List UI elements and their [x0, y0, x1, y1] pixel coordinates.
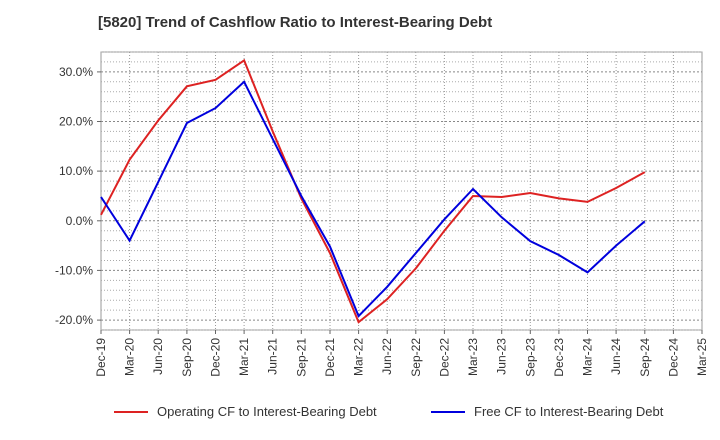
legend-item-free-cf: Free CF to Interest-Bearing Debt — [431, 404, 663, 419]
legend: Operating CF to Interest-Bearing Debt Fr… — [0, 404, 720, 426]
x-tick-label: Jun-20 — [151, 338, 165, 375]
x-tick-label: Sep-22 — [409, 338, 423, 377]
axis-ticks: -20.0% -10.0% 0.0% 10.0% 20.0% 30.0% Dec-19 Mar… — [55, 65, 709, 377]
x-tick-label: Jun-21 — [266, 338, 280, 375]
x-tick-label: Jun-23 — [495, 338, 509, 375]
x-tick-label: Mar-24 — [581, 338, 595, 376]
x-tick-label: Sep-20 — [180, 338, 194, 377]
y-tick-label: 10.0% — [59, 164, 93, 178]
chart-title: [5820] Trend of Cashflow Ratio to Intere… — [98, 14, 493, 31]
x-tick-label: Dec-19 — [94, 338, 108, 377]
legend-swatch-operating-cf — [114, 410, 148, 413]
y-tick-label: 0.0% — [66, 214, 94, 228]
x-tick-label: Dec-20 — [209, 338, 223, 377]
grid — [101, 51, 702, 331]
x-tick-label: Sep-21 — [294, 338, 308, 377]
x-tick-label: Sep-24 — [638, 338, 652, 377]
y-tick-label: -10.0% — [55, 263, 93, 277]
series-line-free-cf — [100, 80, 646, 318]
legend-label-operating-cf: Operating CF to Interest-Bearing Debt — [157, 404, 377, 419]
y-tick-label: 30.0% — [59, 65, 93, 79]
x-tick-label: Mar-23 — [466, 338, 480, 376]
legend-label-free-cf: Free CF to Interest-Bearing Debt — [474, 404, 664, 419]
x-tick-label: Dec-21 — [323, 338, 337, 377]
y-tick-label: -20.0% — [55, 313, 93, 327]
legend-swatch-free-cf — [431, 410, 465, 413]
x-tick-label: Mar-21 — [237, 338, 251, 376]
y-tick-label: 20.0% — [59, 115, 93, 129]
x-tick-label: Dec-22 — [437, 338, 451, 377]
x-tick-label: Dec-24 — [666, 338, 680, 377]
x-tick-label: Dec-23 — [552, 338, 566, 377]
x-tick-label: Jun-24 — [609, 338, 623, 375]
series-line-operating-cf — [100, 58, 646, 324]
x-tick-label: Mar-20 — [123, 338, 137, 376]
x-tick-label: Mar-25 — [695, 338, 709, 376]
series-lines — [100, 58, 646, 324]
x-tick-label: Mar-22 — [352, 338, 366, 376]
legend-item-operating-cf: Operating CF to Interest-Bearing Debt — [114, 404, 377, 419]
x-tick-label: Sep-23 — [523, 338, 537, 377]
x-tick-label: Jun-22 — [380, 338, 394, 375]
